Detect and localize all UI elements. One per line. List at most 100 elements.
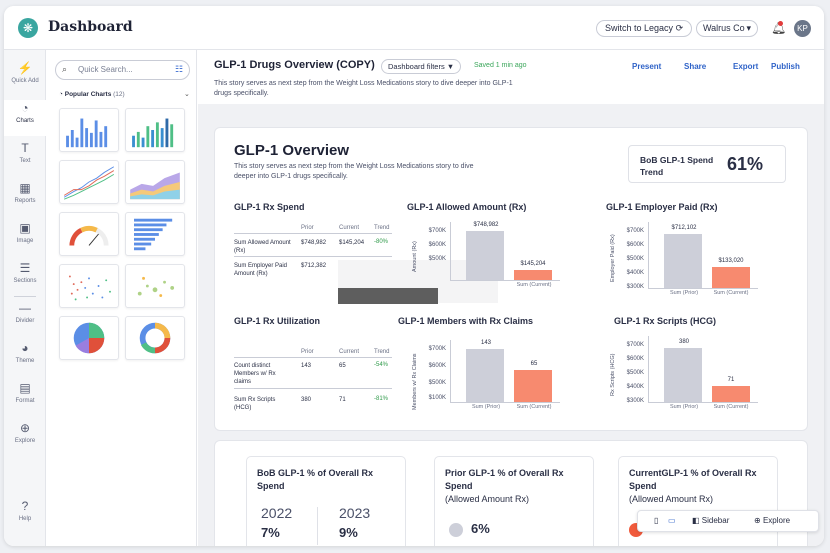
trend-value: -54% — [374, 362, 389, 368]
chart-library-panel: ⌕ Quick Search... ☷ ◔ Popular Charts (12… — [47, 50, 197, 546]
percent-value: 6% — [471, 521, 490, 536]
chevron-down-icon: ▾ — [746, 23, 751, 33]
rail-sections[interactable]: ☰ Sections — [4, 260, 46, 296]
table-cell: 71 — [339, 397, 346, 403]
bar-current[interactable] — [514, 370, 552, 402]
table-divider — [234, 388, 392, 389]
bar-prior[interactable] — [466, 349, 504, 402]
x-axis — [450, 402, 560, 403]
bar-prior[interactable] — [664, 348, 702, 402]
chart-thumb-stacked-bar[interactable] — [125, 108, 185, 152]
bar-value-label: 65 — [530, 361, 538, 367]
table-cell: 65 — [339, 363, 346, 369]
rail-text[interactable]: T Text — [4, 140, 46, 176]
bar-current[interactable] — [712, 386, 750, 402]
present-button[interactable]: Present — [632, 62, 662, 71]
x-axis — [648, 402, 758, 403]
rail-reports[interactable]: ▦ Reports — [4, 180, 46, 216]
story-title[interactable]: GLP-1 Drugs Overview (COPY) — [214, 59, 375, 71]
export-button[interactable]: Export — [733, 62, 759, 71]
chart-thumb-hbar[interactable] — [125, 212, 185, 256]
share-button[interactable]: Share — [684, 62, 707, 71]
explore-icon: ⊕ — [19, 421, 31, 435]
year-label: 2022 — [261, 505, 293, 521]
x-tick: Sum (Current) — [713, 290, 749, 296]
popular-charts-header[interactable]: ◔ Popular Charts (12) — [59, 91, 125, 98]
current-percent-card[interactable]: CurrentGLP-1 % of Overall Rx Spend (Allow… — [618, 456, 778, 546]
divider-icon: — — [19, 301, 31, 315]
bar-current[interactable] — [712, 267, 750, 288]
sidebar-toggle-button[interactable]: ◧ Sidebar — [692, 516, 730, 525]
chart-thumb-pie[interactable] — [59, 316, 119, 360]
avatar[interactable]: KP — [794, 20, 811, 37]
chart-thumb-scatter[interactable] — [59, 264, 119, 308]
rail-help[interactable]: ? Help — [4, 498, 46, 534]
x-tick: Sum (Prior) — [669, 290, 699, 296]
col-header-trend: Trend — [374, 225, 390, 231]
bar-current[interactable] — [514, 270, 552, 280]
rail-quick-add[interactable]: ⚡ Quick Add — [4, 60, 46, 96]
y-tick: $700K — [428, 346, 446, 352]
table-row-label: Count distinct Members w/ Rx claims — [234, 363, 276, 385]
utilization-title: GLP-1 Rx Utilization — [234, 316, 321, 326]
chart-thumb-bar[interactable] — [59, 108, 119, 152]
y-tick: $600K — [428, 363, 446, 369]
percent-value: 9% — [339, 525, 358, 540]
table-divider — [234, 233, 392, 234]
y-tick: $400K — [626, 384, 644, 390]
publish-button[interactable]: Publish — [771, 62, 800, 71]
rail-explore[interactable]: ⊕ Explore — [4, 420, 46, 456]
chart-thumb-bubble[interactable] — [125, 264, 185, 308]
explore-button[interactable]: ⊕ Explore — [754, 516, 791, 525]
col-header-prior: Prior — [301, 349, 314, 355]
overview-title: GLP-1 Overview — [234, 142, 350, 159]
palette-icon: ◕ — [21, 341, 29, 355]
quick-search-input[interactable]: Quick Search... — [55, 60, 190, 80]
bar-value-label: 143 — [480, 340, 491, 346]
text-icon: T — [21, 141, 29, 155]
chart-thumb-line[interactable] — [59, 160, 119, 204]
dashboard-filters-button[interactable]: Dashboard filters ▼ — [381, 59, 462, 74]
story-description[interactable]: This story serves as next step from the … — [214, 80, 513, 97]
company-select[interactable]: Walrus Co ▾ — [696, 20, 758, 37]
switch-to-legacy-button[interactable]: Switch to Legacy ⟳ — [596, 20, 693, 37]
x-axis — [450, 280, 560, 281]
chart-thumb-donut[interactable] — [125, 316, 185, 360]
logo-icon[interactable]: ❋ — [18, 18, 38, 38]
filter-icon[interactable]: ☷ — [175, 64, 184, 74]
col-header-prior: Prior — [301, 225, 314, 231]
y-tick: $600K — [626, 356, 644, 362]
y-tick: $100K — [428, 395, 446, 401]
chart-icon: ◔ — [21, 101, 29, 115]
chart-thumb-gauge[interactable] — [59, 212, 119, 256]
bar-prior[interactable] — [664, 234, 702, 288]
bob-percent-card[interactable]: BoB GLP-1 % of Overall Rx Spend 2022 7% … — [246, 456, 406, 546]
members-title: GLP-1 Members with Rx Claims — [398, 316, 534, 326]
chart-thumb-area[interactable] — [125, 160, 185, 204]
prior-percent-card[interactable]: Prior GLP-1 % of Overall Rx Spend (Allowe… — [434, 456, 594, 546]
sidebar-icon: ◧ — [692, 516, 700, 525]
desktop-view-icon[interactable]: ▭ — [668, 516, 676, 525]
rail-divider-tool[interactable]: — Divider — [4, 300, 46, 336]
bar-value-label: 380 — [678, 339, 689, 345]
y-tick: $500K — [428, 380, 446, 386]
rail-image[interactable]: ▣ Image — [4, 220, 46, 256]
table-divider — [234, 256, 392, 257]
table-row-label: Sum Employer Paid Amount (Rx) — [234, 263, 288, 277]
bar-value-label: 71 — [727, 377, 735, 383]
rail-charts[interactable]: ◔ Charts — [4, 100, 46, 136]
col-header-trend: Trend — [374, 349, 390, 355]
rail-format[interactable]: ▤ Format — [4, 380, 46, 416]
bar-prior[interactable] — [466, 231, 504, 280]
chevron-down-icon[interactable]: ⌄ — [184, 91, 190, 98]
x-axis — [648, 288, 758, 289]
overview-description: This story serves as next step from the … — [234, 163, 474, 180]
y-tick: $500K — [626, 370, 644, 376]
rail-theme[interactable]: ◕ Theme — [4, 340, 46, 376]
image-icon: ▣ — [19, 221, 31, 235]
bob-spend-trend-kpi[interactable]: BoB GLP-1 Spend Trend 61% — [628, 145, 786, 183]
rail-divider — [14, 296, 36, 297]
table-cell: 380 — [301, 397, 312, 403]
save-status: Saved 1 min ago — [474, 62, 527, 69]
mobile-view-icon[interactable]: ▯ — [654, 516, 659, 525]
